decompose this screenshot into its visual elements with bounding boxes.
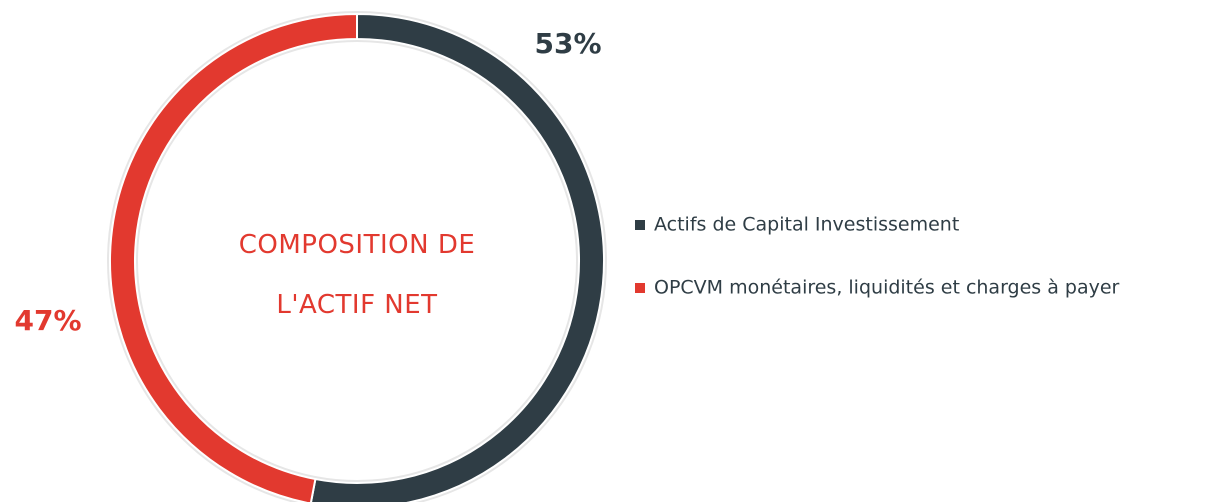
legend-swatch — [635, 283, 645, 293]
donut-segment — [109, 12, 358, 502]
legend-label: Actifs de Capital Investissement — [654, 214, 959, 236]
data-label: 47% — [14, 304, 81, 337]
chart-title: COMPOSITION DE L'ACTIF NET — [238, 230, 476, 320]
legend-label: OPCVM monétaires, liquidités et charges … — [654, 277, 1120, 299]
ring-outline — [135, 39, 579, 483]
donut-segment — [310, 12, 605, 502]
legend-swatch — [635, 220, 645, 230]
ring-outline — [107, 11, 607, 502]
data-label: 53% — [534, 27, 601, 60]
